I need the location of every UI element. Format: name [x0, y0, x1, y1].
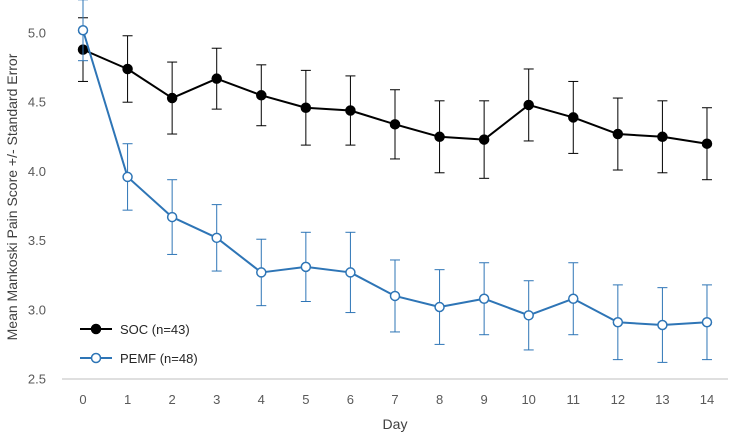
- series-soc: [77, 17, 713, 181]
- x-tick-label: 4: [258, 392, 265, 407]
- x-axis-title: Day: [383, 416, 408, 432]
- legend-item-pemf: PEMF (n=48): [80, 351, 198, 366]
- y-tick-label: 5.0: [28, 26, 46, 41]
- data-point-pemf: [612, 317, 624, 328]
- y-tick-label: 2.5: [28, 372, 46, 387]
- data-point-soc: [166, 92, 178, 104]
- data-point-soc: [701, 138, 713, 149]
- x-tick-label: 9: [481, 392, 488, 407]
- x-tick-label: 11: [567, 392, 581, 407]
- data-point-pemf: [478, 293, 490, 304]
- x-tick-label: 3: [213, 392, 220, 407]
- legend-label-soc: SOC (n=43): [120, 322, 190, 337]
- x-tick-label: 1: [124, 392, 131, 407]
- y-tick-label: 3.0: [28, 302, 46, 317]
- x-tick-label: 13: [655, 392, 669, 407]
- x-tick-label: 14: [700, 392, 714, 407]
- data-point-pemf: [300, 261, 312, 273]
- data-point-soc: [122, 63, 133, 75]
- x-tick-label: 6: [347, 392, 354, 407]
- data-point-soc: [345, 105, 356, 116]
- data-point-soc: [211, 73, 222, 84]
- data-point-soc: [523, 99, 534, 111]
- legend: SOC (n=43) PEMF (n=48): [80, 322, 198, 366]
- data-point-pemf: [523, 310, 534, 321]
- y-axis-ticks: 2.5 3.0 3.5 4.0 4.5 5.0: [28, 26, 46, 387]
- data-point-pemf: [345, 267, 356, 278]
- data-point-pemf: [434, 301, 445, 313]
- data-point-soc: [568, 112, 579, 123]
- data-point-soc: [478, 134, 490, 145]
- y-tick-label: 3.5: [28, 233, 46, 248]
- legend-item-soc: SOC (n=43): [80, 322, 190, 337]
- x-tick-label: 12: [611, 392, 625, 407]
- y-axis-title: Mean Mankoski Pain Score +/- Standard Er…: [4, 53, 20, 340]
- x-tick-label: 10: [521, 392, 535, 407]
- x-tick-label: 2: [169, 392, 176, 407]
- data-point-soc: [612, 128, 624, 140]
- data-point-pemf: [389, 290, 401, 302]
- x-tick-label: 7: [391, 392, 398, 407]
- series-layer: [77, 0, 713, 363]
- x-axis-ticks: 0 1 2 3 4 5 6 7 8 9 10 11 12 13 14: [79, 392, 714, 407]
- y-tick-label: 4.0: [28, 164, 46, 179]
- data-point-soc: [256, 90, 267, 101]
- data-point-pemf: [122, 171, 133, 183]
- data-point-soc: [300, 102, 312, 113]
- data-point-soc: [389, 119, 401, 130]
- data-point-soc: [657, 131, 668, 143]
- data-point-pemf: [657, 319, 668, 331]
- y-tick-label: 4.5: [28, 95, 46, 110]
- x-tick-label: 8: [436, 392, 443, 407]
- data-point-pemf: [256, 267, 267, 278]
- data-point-pemf: [211, 232, 222, 244]
- x-tick-label: 5: [302, 392, 309, 407]
- data-point-pemf: [166, 211, 178, 223]
- data-point-pemf: [568, 293, 579, 304]
- data-point-pemf: [77, 24, 89, 36]
- data-point-soc: [434, 131, 445, 143]
- data-point-pemf: [701, 317, 713, 328]
- x-tick-label: 0: [79, 392, 86, 407]
- legend-marker-pemf: [90, 352, 102, 364]
- series-pemf: [77, 0, 713, 363]
- legend-label-pemf: PEMF (n=48): [120, 351, 198, 366]
- legend-marker-soc: [90, 323, 102, 335]
